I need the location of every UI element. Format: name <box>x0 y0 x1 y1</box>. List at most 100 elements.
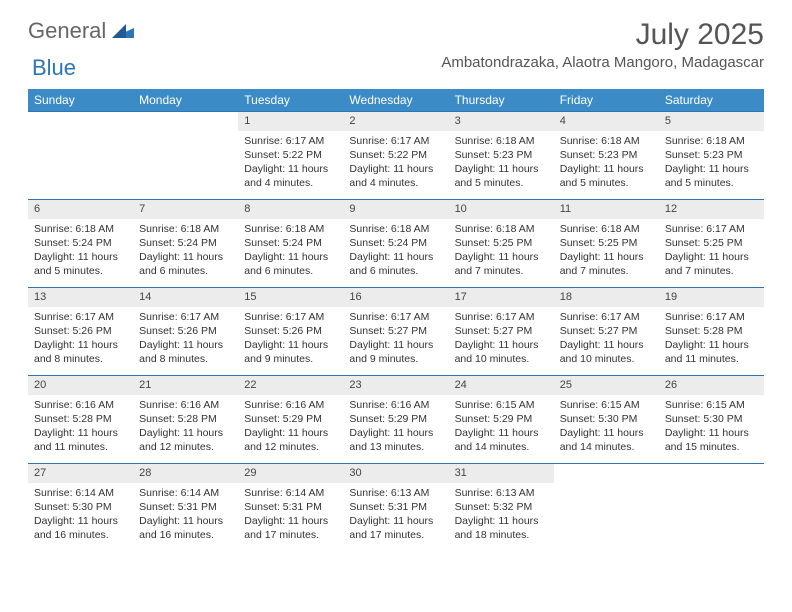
day-number: 24 <box>449 376 554 395</box>
sunrise-line: Sunrise: 6:17 AM <box>34 310 127 324</box>
day-body: Sunrise: 6:18 AMSunset: 5:23 PMDaylight:… <box>554 131 659 197</box>
sunrise-line: Sunrise: 6:14 AM <box>244 486 337 500</box>
daylight-line: Daylight: 11 hours and 6 minutes. <box>244 250 337 278</box>
daylight-line: Daylight: 11 hours and 16 minutes. <box>34 514 127 542</box>
sunset-line: Sunset: 5:29 PM <box>244 412 337 426</box>
day-body: Sunrise: 6:14 AMSunset: 5:31 PMDaylight:… <box>238 483 343 549</box>
sunset-line: Sunset: 5:30 PM <box>665 412 758 426</box>
calendar-cell: 18 Sunrise: 6:17 AMSunset: 5:27 PMDayligh… <box>554 288 659 376</box>
sunset-line: Sunset: 5:22 PM <box>349 148 442 162</box>
sunset-line: Sunset: 5:26 PM <box>139 324 232 338</box>
day-number: 8 <box>238 200 343 219</box>
day-number: 26 <box>659 376 764 395</box>
sunrise-line: Sunrise: 6:18 AM <box>455 222 548 236</box>
day-body: Sunrise: 6:15 AMSunset: 5:30 PMDaylight:… <box>554 395 659 461</box>
sunrise-line: Sunrise: 6:13 AM <box>349 486 442 500</box>
calendar-cell: 28Sunrise: 6:14 AMSunset: 5:31 PMDayligh… <box>133 464 238 552</box>
sunrise-line: Sunrise: 6:17 AM <box>455 310 548 324</box>
title-block: July 2025 Ambatondrazaka, Alaotra Mangor… <box>441 18 764 71</box>
calendar-cell: 14Sunrise: 6:17 AMSunset: 5:26 PMDayligh… <box>133 288 238 376</box>
sunrise-line: Sunrise: 6:16 AM <box>244 398 337 412</box>
day-body: Sunrise: 6:16 AMSunset: 5:29 PMDaylight:… <box>238 395 343 461</box>
day-number: 17 <box>449 288 554 307</box>
day-body: Sunrise: 6:17 AMSunset: 5:27 PMDaylight:… <box>343 307 448 373</box>
daylight-line: Daylight: 11 hours and 6 minutes. <box>139 250 232 278</box>
sunrise-line: Sunrise: 6:15 AM <box>455 398 548 412</box>
calendar-week-row: 27Sunrise: 6:14 AMSunset: 5:30 PMDayligh… <box>28 464 764 552</box>
sunset-line: Sunset: 5:27 PM <box>455 324 548 338</box>
calendar-cell <box>28 112 133 200</box>
day-number: 7 <box>133 200 238 219</box>
sunrise-line: Sunrise: 6:17 AM <box>244 134 337 148</box>
logo-text-general: General <box>28 18 106 44</box>
day-body: Sunrise: 6:17 AMSunset: 5:25 PMDaylight:… <box>659 219 764 285</box>
calendar-week-row: 1Sunrise: 6:17 AMSunset: 5:22 PMDaylight… <box>28 112 764 200</box>
sunset-line: Sunset: 5:23 PM <box>665 148 758 162</box>
sunrise-line: Sunrise: 6:13 AM <box>455 486 548 500</box>
calendar-cell: 11Sunrise: 6:18 AMSunset: 5:25 PMDayligh… <box>554 200 659 288</box>
logo-mark-icon <box>112 18 134 44</box>
sunset-line: Sunset: 5:28 PM <box>665 324 758 338</box>
daylight-line: Daylight: 11 hours and 14 minutes. <box>455 426 548 454</box>
sunrise-line: Sunrise: 6:18 AM <box>34 222 127 236</box>
sunrise-line: Sunrise: 6:17 AM <box>560 310 653 324</box>
daylight-line: Daylight: 11 hours and 18 minutes. <box>455 514 548 542</box>
calendar-cell: 20Sunrise: 6:16 AMSunset: 5:28 PMDayligh… <box>28 376 133 464</box>
daylight-line: Daylight: 11 hours and 10 minutes. <box>455 338 548 366</box>
daylight-line: Daylight: 11 hours and 10 minutes. <box>560 338 653 366</box>
calendar-cell: 21Sunrise: 6:16 AMSunset: 5:28 PMDayligh… <box>133 376 238 464</box>
day-number: 22 <box>238 376 343 395</box>
daylight-line: Daylight: 11 hours and 17 minutes. <box>244 514 337 542</box>
calendar-cell: 16Sunrise: 6:17 AMSunset: 5:27 PMDayligh… <box>343 288 448 376</box>
calendar-week-row: 20Sunrise: 6:16 AMSunset: 5:28 PMDayligh… <box>28 376 764 464</box>
sunset-line: Sunset: 5:31 PM <box>349 500 442 514</box>
daylight-line: Daylight: 11 hours and 12 minutes. <box>244 426 337 454</box>
daylight-line: Daylight: 11 hours and 5 minutes. <box>560 162 653 190</box>
daylight-line: Daylight: 11 hours and 7 minutes. <box>665 250 758 278</box>
day-number: 18 <box>554 288 659 307</box>
daylight-line: Daylight: 11 hours and 14 minutes. <box>560 426 653 454</box>
sunrise-line: Sunrise: 6:18 AM <box>455 134 548 148</box>
sunset-line: Sunset: 5:30 PM <box>34 500 127 514</box>
calendar-cell: 5Sunrise: 6:18 AMSunset: 5:23 PMDaylight… <box>659 112 764 200</box>
weekday-header: Thursday <box>449 89 554 112</box>
day-number: 9 <box>343 200 448 219</box>
calendar-cell: 29Sunrise: 6:14 AMSunset: 5:31 PMDayligh… <box>238 464 343 552</box>
sunset-line: Sunset: 5:22 PM <box>244 148 337 162</box>
calendar-cell: 30Sunrise: 6:13 AMSunset: 5:31 PMDayligh… <box>343 464 448 552</box>
sunrise-line: Sunrise: 6:18 AM <box>560 222 653 236</box>
calendar-cell: 19Sunrise: 6:17 AMSunset: 5:28 PMDayligh… <box>659 288 764 376</box>
sunset-line: Sunset: 5:26 PM <box>34 324 127 338</box>
day-number: 10 <box>449 200 554 219</box>
day-body: Sunrise: 6:17 AMSunset: 5:26 PMDaylight:… <box>28 307 133 373</box>
calendar-cell <box>659 464 764 552</box>
daylight-line: Daylight: 11 hours and 5 minutes. <box>665 162 758 190</box>
weekday-header: Monday <box>133 89 238 112</box>
sunrise-line: Sunrise: 6:14 AM <box>34 486 127 500</box>
sunset-line: Sunset: 5:27 PM <box>560 324 653 338</box>
daylight-line: Daylight: 11 hours and 4 minutes. <box>349 162 442 190</box>
sunrise-line: Sunrise: 6:17 AM <box>349 134 442 148</box>
day-number: 21 <box>133 376 238 395</box>
calendar-cell: 9Sunrise: 6:18 AMSunset: 5:24 PMDaylight… <box>343 200 448 288</box>
logo-text-blue: Blue <box>32 55 76 81</box>
daylight-line: Daylight: 11 hours and 12 minutes. <box>139 426 232 454</box>
day-number: 12 <box>659 200 764 219</box>
day-body: Sunrise: 6:13 AMSunset: 5:31 PMDaylight:… <box>343 483 448 549</box>
day-number: 16 <box>343 288 448 307</box>
day-body: Sunrise: 6:16 AMSunset: 5:29 PMDaylight:… <box>343 395 448 461</box>
day-number: 4 <box>554 112 659 131</box>
day-body: Sunrise: 6:15 AMSunset: 5:30 PMDaylight:… <box>659 395 764 461</box>
day-body: Sunrise: 6:14 AMSunset: 5:30 PMDaylight:… <box>28 483 133 549</box>
calendar-cell: 3Sunrise: 6:18 AMSunset: 5:23 PMDaylight… <box>449 112 554 200</box>
weekday-header: Tuesday <box>238 89 343 112</box>
daylight-line: Daylight: 11 hours and 4 minutes. <box>244 162 337 190</box>
day-number: 29 <box>238 464 343 483</box>
day-number: 25 <box>554 376 659 395</box>
calendar-cell: 31Sunrise: 6:13 AMSunset: 5:32 PMDayligh… <box>449 464 554 552</box>
day-body: Sunrise: 6:17 AMSunset: 5:27 PMDaylight:… <box>449 307 554 373</box>
calendar-cell: 23Sunrise: 6:16 AMSunset: 5:29 PMDayligh… <box>343 376 448 464</box>
day-number: 11 <box>554 200 659 219</box>
day-body: Sunrise: 6:16 AMSunset: 5:28 PMDaylight:… <box>133 395 238 461</box>
day-number: 1 <box>238 112 343 131</box>
